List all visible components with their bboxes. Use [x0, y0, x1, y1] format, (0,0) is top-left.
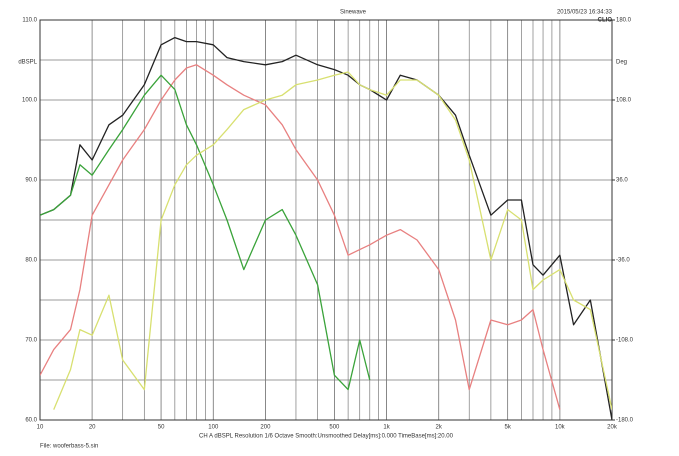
x-tick-label: 100 [208, 425, 219, 431]
y2-tick-label: 36.0 [616, 178, 628, 184]
timestamp: 2015/05/23 16:34:33 [557, 10, 613, 16]
y-tick-label: 60.0 [25, 418, 37, 424]
x-tick-label: 5k [505, 425, 512, 431]
chart-title: Sinewave [340, 10, 367, 16]
x-tick-label: 2k [436, 425, 443, 431]
x-tick-label: 200 [260, 425, 271, 431]
series-line [40, 36, 612, 420]
x-tick-label: 10k [555, 425, 566, 431]
y-tick-label: 80.0 [25, 258, 37, 264]
x-tick-label: 20k [607, 425, 618, 431]
x-tick-label: 1k [383, 425, 390, 431]
caption: CH A dBSPL Resolution 1/6 Octave Smooth:… [199, 434, 454, 440]
x-tick-label: 10 [37, 425, 44, 431]
y2-tick-label: -108.0 [616, 338, 634, 344]
series-line [40, 64, 561, 410]
series-line [53, 71, 612, 410]
y2-tick-label: 108.0 [616, 98, 632, 104]
plot-frame [39, 19, 613, 421]
y-tick-label: 90.0 [25, 178, 37, 184]
file-name: File: wooferbass-5.sin [40, 444, 98, 450]
y-tick-label: 110.0 [22, 18, 37, 24]
x-tick-label: 20 [89, 425, 96, 431]
series-line [40, 74, 371, 391]
y-axis-label: dBSPL [18, 60, 37, 66]
y2-tick-label: -180.0 [616, 418, 634, 424]
y-tick-label: 100.0 [22, 98, 38, 104]
y2-axis-label: Deg [616, 60, 627, 66]
y-tick-label: 70.0 [25, 338, 37, 344]
plot-area [40, 36, 612, 420]
x-tick-label: 50 [158, 425, 165, 431]
y2-tick-label: 180.0 [616, 18, 632, 24]
brand: CLIO [598, 18, 613, 24]
x-tick-label: 500 [329, 425, 340, 431]
y2-tick-label: -36.0 [616, 258, 630, 264]
